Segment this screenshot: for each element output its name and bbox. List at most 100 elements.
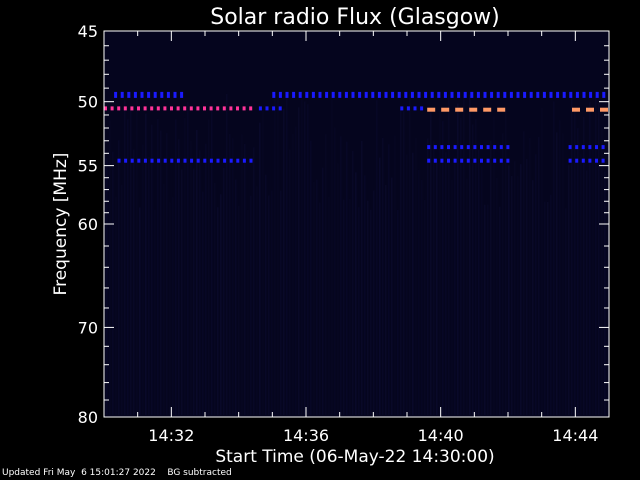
- band-tile: [542, 91, 546, 98]
- band-tile: [222, 106, 226, 111]
- band-tile: [506, 145, 510, 150]
- noise-streak: [484, 204, 486, 415]
- band-tile: [589, 91, 593, 98]
- noise-streak: [403, 111, 405, 416]
- noise-streak: [445, 152, 447, 416]
- noise-streak: [526, 159, 528, 415]
- noise-streak: [382, 137, 384, 415]
- band-tile: [242, 158, 246, 163]
- noise-streak: [349, 198, 351, 415]
- noise-streak: [307, 104, 309, 415]
- footer: Updated Fri May 6 15:01:27 2022 BG subtr…: [2, 468, 232, 478]
- noise-streak: [133, 149, 135, 415]
- noise-streak: [187, 101, 189, 415]
- noise-streak: [244, 143, 246, 415]
- noise-streak: [181, 169, 183, 415]
- noise-streak: [340, 136, 342, 415]
- band-tile: [163, 106, 167, 111]
- band-tile: [447, 158, 450, 163]
- band-tile: [497, 107, 506, 112]
- band-tile: [120, 91, 124, 98]
- band-tile: [242, 106, 246, 111]
- band-tile: [153, 91, 157, 98]
- noise-streak: [553, 101, 555, 415]
- noise-streak: [532, 180, 534, 415]
- noise-streak: [562, 133, 564, 416]
- noise-streak: [466, 178, 468, 415]
- noise-streak: [595, 91, 597, 415]
- band-tile: [377, 91, 381, 98]
- y-axis: 45 50 55 60 70 80: [78, 22, 609, 427]
- noise-streak: [250, 195, 252, 415]
- noise-streak: [328, 196, 330, 415]
- band-tile: [595, 145, 598, 150]
- band-tile: [173, 91, 177, 98]
- band-tile: [460, 145, 464, 150]
- band-tile: [137, 158, 141, 163]
- band-tile: [223, 158, 227, 163]
- band-tile: [490, 91, 494, 98]
- noise-streak: [520, 164, 522, 415]
- band-tile: [391, 91, 395, 98]
- noise-streak: [541, 107, 543, 416]
- noise-streak: [373, 190, 375, 415]
- noise-streak: [283, 108, 285, 415]
- band-tile: [123, 106, 127, 111]
- band-tile: [441, 107, 450, 112]
- noise-streak: [247, 209, 249, 415]
- y-tick-label: 80: [78, 408, 98, 427]
- noise-streak: [268, 195, 270, 415]
- y-tick-label: 45: [78, 22, 98, 41]
- band-tile: [427, 145, 431, 150]
- band-tile: [575, 145, 579, 150]
- band-tile: [216, 106, 220, 111]
- band-tile: [331, 91, 335, 98]
- band-tile: [400, 106, 404, 111]
- band-tile: [114, 91, 118, 98]
- noise-streak: [469, 94, 471, 415]
- band-tile: [229, 106, 233, 111]
- band-tile: [569, 91, 573, 98]
- band-tile: [410, 91, 414, 98]
- band-tile: [160, 91, 164, 98]
- band-tile: [170, 106, 173, 111]
- band-tile: [117, 158, 121, 163]
- noise-streak: [196, 129, 198, 415]
- band-tile: [229, 158, 233, 163]
- noise-streak: [418, 169, 420, 415]
- band-tile: [493, 145, 497, 150]
- band-tile: [176, 106, 180, 111]
- band-tile: [457, 91, 461, 98]
- band-tile: [216, 158, 220, 163]
- band-tile: [427, 158, 431, 163]
- band-tile: [170, 158, 174, 163]
- noise-streak: [229, 133, 231, 415]
- band-tile: [272, 106, 276, 111]
- noise-streak: [439, 110, 441, 415]
- band-tile: [404, 91, 408, 98]
- noise-streak: [259, 122, 261, 415]
- band-tile: [196, 158, 200, 163]
- noise-streak: [409, 93, 411, 415]
- band-tile: [480, 145, 483, 150]
- noise-streak: [388, 144, 390, 416]
- noise-streak: [154, 209, 156, 415]
- band-tile: [133, 91, 137, 98]
- band-tile: [443, 91, 447, 98]
- noise-streak: [565, 208, 567, 415]
- noise-streak: [130, 109, 132, 415]
- noise-streak: [337, 163, 339, 415]
- noise-streak: [589, 102, 591, 416]
- band-tile: [236, 158, 240, 163]
- band-tile: [601, 145, 605, 150]
- band-tile: [150, 158, 154, 163]
- band-tile: [196, 106, 200, 111]
- band-tile: [433, 145, 437, 150]
- noise-streak: [220, 194, 222, 415]
- noise-streak: [379, 157, 381, 415]
- noise-streak: [385, 184, 387, 415]
- noise-streak: [226, 93, 228, 415]
- noise-streak: [109, 120, 111, 416]
- band-tile: [549, 91, 553, 98]
- noise-streak: [550, 194, 552, 415]
